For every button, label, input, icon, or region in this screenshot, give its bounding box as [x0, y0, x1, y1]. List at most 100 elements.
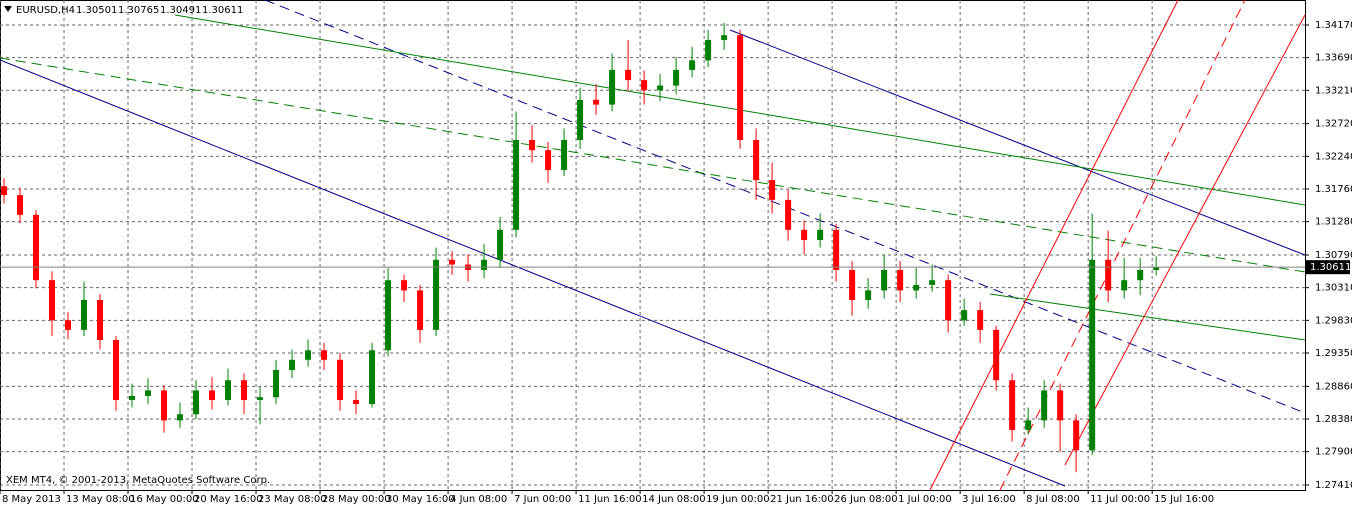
- candle-body: [193, 390, 200, 415]
- candle-body: [977, 310, 984, 330]
- x-tick-label: 30 May 16:00: [386, 494, 455, 505]
- candle-body: [641, 80, 648, 91]
- candle-body: [561, 139, 568, 170]
- y-tick-label: 1.33690: [1315, 53, 1352, 64]
- y-tick-label: 1.27900: [1315, 447, 1352, 458]
- x-tick-label: 20 May 16:00: [194, 494, 263, 505]
- x-tick-label: 1 Jul 00:00: [898, 494, 952, 505]
- candle-body: [625, 69, 632, 81]
- candle-body: [433, 259, 440, 330]
- candle-body: [961, 310, 968, 321]
- x-tick-label: 19 Jun 00:00: [706, 494, 770, 505]
- candle-body: [417, 290, 424, 330]
- candle-body: [849, 269, 856, 300]
- candle-body: [81, 299, 88, 330]
- candle-body: [337, 359, 344, 400]
- candle-body: [497, 229, 504, 260]
- candle-body: [113, 340, 120, 400]
- candle-body: [241, 380, 248, 400]
- candle-body: [993, 329, 1000, 381]
- candle-body: [289, 359, 296, 371]
- x-tick-label: 13 May 08:00: [66, 494, 135, 505]
- candle-body: [17, 195, 24, 215]
- candle-body: [1105, 259, 1112, 291]
- candle-body: [753, 139, 760, 181]
- candle-body: [1153, 267, 1160, 270]
- candle-body: [305, 350, 312, 360]
- candle-body: [769, 180, 776, 200]
- candle-body: [737, 35, 744, 140]
- candle-body: [353, 399, 360, 405]
- y-tick-label: 1.33210: [1315, 85, 1352, 96]
- candle-body: [321, 350, 328, 360]
- x-tick-label: 11 Jul 00:00: [1090, 494, 1150, 505]
- candle-body: [657, 85, 664, 91]
- y-tick-label: 1.34170: [1315, 20, 1352, 31]
- candle-body: [1073, 420, 1080, 451]
- x-tick-label: 23 May 08:00: [258, 494, 327, 505]
- x-tick-label: 15 Jul 16:00: [1154, 494, 1214, 505]
- candle-body: [529, 139, 536, 151]
- candle-body: [33, 214, 40, 281]
- candle-body: [97, 299, 104, 341]
- grid: [0, 0, 1305, 490]
- x-tick-label: 26 Jun 08:00: [834, 494, 898, 505]
- candle-body: [145, 390, 152, 396]
- x-tick-label: 14 Jun 08:00: [642, 494, 706, 505]
- y-tick-label: 1.32720: [1315, 119, 1352, 130]
- candle-body: [1009, 380, 1016, 430]
- candle-body: [673, 69, 680, 86]
- candle-body: [481, 259, 488, 270]
- candle-body: [1, 186, 8, 196]
- current-price-box: [1306, 260, 1350, 275]
- candle-body: [705, 39, 712, 61]
- candle-body: [833, 229, 840, 270]
- footer: XEM MT4, © 2001-2013, MetaQuotes Softwar…: [6, 475, 270, 486]
- x-tick-label: 16 May 00:00: [130, 494, 199, 505]
- candle-body: [129, 395, 136, 400]
- candle-body: [401, 280, 408, 291]
- candle-body: [609, 69, 616, 105]
- y-tick-label: 1.30310: [1315, 283, 1352, 294]
- x-tick-label: 4 Jun 08:00: [450, 494, 507, 505]
- candle-body: [1025, 420, 1032, 430]
- x-tick-label: 8 May 2013: [2, 494, 61, 505]
- candle-body: [385, 280, 392, 351]
- menu-arrow[interactable]: [4, 6, 12, 12]
- title-value: 1.30765: [118, 5, 159, 16]
- candle-body: [161, 390, 168, 421]
- candle-body: [449, 259, 456, 265]
- y-tick-label: 1.32240: [1315, 151, 1352, 162]
- title-values: 1.30501 1.30765 1.30491 1.30611: [76, 5, 243, 16]
- candle-body: [881, 269, 888, 291]
- y-tick-label: 1.28380: [1315, 414, 1352, 425]
- candle-body: [513, 139, 520, 230]
- candle-body: [801, 229, 808, 241]
- candle-body: [593, 99, 600, 105]
- y-tick-label: 1.31760: [1315, 184, 1352, 195]
- candle-body: [273, 370, 280, 398]
- candle-body: [721, 35, 728, 40]
- candle-body: [929, 280, 936, 285]
- candle-body: [1089, 259, 1096, 451]
- candle-body: [817, 229, 824, 241]
- candle-body: [49, 280, 56, 321]
- candle-body: [1137, 269, 1144, 281]
- chart-title: EURUSD,H4: [16, 5, 75, 16]
- candle-body: [865, 290, 872, 300]
- x-tick-label: 7 Jun 00:00: [514, 494, 571, 505]
- candle-body: [209, 390, 216, 400]
- y-tick-label: 1.28860: [1315, 381, 1352, 392]
- candle-body: [257, 397, 264, 400]
- candle-body: [689, 60, 696, 70]
- x-tick-label: 3 Jul 16:00: [962, 494, 1016, 505]
- x-tick-label: 28 May 00:00: [322, 494, 391, 505]
- axes: 1.34170 1.33690 1.33210 1.32720 1.32240 1.317…: [0, 20, 1352, 505]
- candle-body: [369, 350, 376, 405]
- candle-body: [65, 320, 72, 330]
- candle-body: [913, 284, 920, 291]
- candle-body: [897, 269, 904, 291]
- candles: [1, 22, 1160, 473]
- x-tick-label: 8 Jul 08:00: [1026, 494, 1080, 505]
